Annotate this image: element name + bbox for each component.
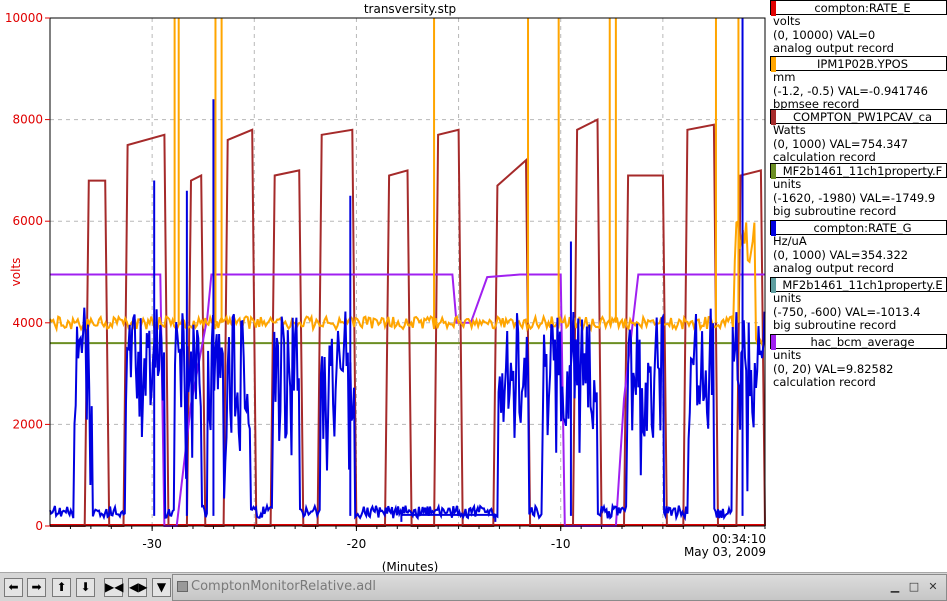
x-tick-label: -30 [142,537,162,551]
rate-g-trace [49,307,766,522]
legend-name-text: compton:RATE_G [813,221,912,235]
legend-name[interactable]: MF2b1461_11ch1property.E [770,277,947,293]
arrow-up-icon: ⬆ [56,580,67,594]
pan-left-button[interactable]: ⬅ [4,578,23,597]
legend-name-text: MF2b1461_11ch1property.F [782,164,943,178]
zoom-out-horizontal-icon: ◀▶ [129,580,148,594]
legend-name-text: COMPTON_PW1PCAV_ca [792,110,933,124]
legend-item-bcm[interactable]: hac_bcm_average units (0, 20) VAL=9.8258… [770,334,947,390]
legend-name[interactable]: compton:RATE_E [770,0,947,16]
y-axis-label: volts [9,258,23,287]
chart-title: transversity.stp [364,2,456,16]
arrow-down-icon: ⬇ [80,580,91,594]
pan-down-button[interactable]: ⬇ [76,578,95,597]
pan-right-button[interactable]: ➡ [27,578,46,597]
legend-range: (0, 1000) VAL=754.347 [773,136,909,151]
arrow-left-icon: ⬅ [8,580,19,594]
legend-swatch [771,164,776,179]
legend-type: analog output record [773,261,894,275]
taskbar-window[interactable]: ComptonMonitorRelative.adl ▁ □ ✕ [172,574,947,601]
legend-range: (0, 10000) VAL=0 [773,27,876,42]
legend-item-pw1pcav[interactable]: COMPTON_PW1PCAV_ca Watts (0, 1000) VAL=7… [770,109,947,165]
legend-type: bpmsee record [773,97,860,111]
plot-background [0,0,766,572]
legend-swatch [771,335,776,350]
legend-units: mm [773,70,796,84]
legend-item-ypos[interactable]: IPM1P02B.YPOS mm (-1.2, -0.5) VAL=-0.941… [770,56,947,112]
y-tick-label: 2000 [12,417,43,431]
legend-name[interactable]: COMPTON_PW1PCAV_ca [770,109,947,125]
legend-item-property-f[interactable]: MF2b1461_11ch1property.F units (-1620, -… [770,163,947,219]
y-ticks: 0 2000 4000 6000 8000 10000 [5,11,50,533]
window-menu-icon[interactable] [177,581,188,592]
legend-swatch [771,221,776,236]
legend-units: Hz/uA [773,234,807,248]
rate-g-plateau [400,513,497,522]
legend-name-text: hac_bcm_average [810,335,915,349]
ypos-trace [49,219,765,348]
legend-type: analog output record [773,41,894,55]
minimize-icon[interactable]: ▁ [890,580,900,593]
y-tick-label: 4000 [12,316,43,330]
legend-name-text: IPM1P02B.YPOS [817,57,908,71]
maximize-icon[interactable]: □ [908,580,920,593]
zoom-vertical-icon: ▼ [156,580,167,594]
y-tick-label: 0 [35,519,43,533]
legend-name[interactable]: IPM1P02B.YPOS [770,56,947,72]
legend-range: (-750, -600) VAL=-1013.4 [773,304,921,319]
legend-units: units [773,177,802,191]
legend-item-rate-g[interactable]: compton:RATE_G Hz/uA (0, 1000) VAL=354.3… [770,220,947,276]
legend-swatch [771,1,776,16]
x-tick-label: -10 [551,537,571,551]
y-tick-label: 10000 [5,11,43,25]
legend-units: units [773,291,802,305]
legend-type: calculation record [773,150,876,164]
legend-swatch [771,110,776,125]
x-ticks: -30 -20 -10 [69,526,766,551]
time-label: 00:34:10 [712,532,766,546]
x-axis-label: (Minutes) [382,560,439,572]
legend-range: (0, 1000) VAL=354.322 [773,247,909,262]
legend-name-text: MF2b1461_11ch1property.E [782,278,943,292]
legend-name[interactable]: MF2b1461_11ch1property.F [770,163,947,179]
date-label: May 03, 2009 [684,545,766,559]
spike-layer [49,18,766,522]
plot-frame [49,17,766,527]
close-icon[interactable]: ✕ [928,580,938,593]
legend-units: units [773,348,802,362]
y-tick-label: 6000 [12,214,43,228]
legend-units: Watts [773,123,806,137]
zoom-out-x-button[interactable]: ◀▶ [128,578,147,597]
stripchart-plot: transversity.stp volts 0 2000 4000 6000 8000… [0,0,766,572]
x-tick-label: -20 [347,537,367,551]
zoom-in-horizontal-icon: ▶◀ [105,580,124,594]
arrow-right-icon: ➡ [31,580,42,594]
legend-panel: compton:RATE_E volts (0, 10000) VAL=0 an… [766,0,947,392]
zoom-in-x-button[interactable]: ▶◀ [104,578,123,597]
legend-units: volts [773,14,801,28]
legend-item-rate-e[interactable]: compton:RATE_E volts (0, 10000) VAL=0 an… [770,0,947,56]
legend-range: (0, 20) VAL=9.82582 [773,361,894,376]
legend-type: calculation record [773,375,876,389]
legend-type: big subroutine record [773,318,897,332]
zoom-y-button[interactable]: ▼ [152,578,171,597]
legend-range: (-1.2, -0.5) VAL=-0.941746 [773,83,928,98]
legend-name-text: compton:RATE_E [814,1,911,15]
legend-item-property-e[interactable]: MF2b1461_11ch1property.E units (-750, -6… [770,277,947,333]
legend-type: big subroutine record [773,204,897,218]
taskbar-window-title: ComptonMonitorRelative.adl [191,579,377,594]
y-tick-label: 8000 [12,113,43,127]
legend-name[interactable]: compton:RATE_G [770,220,947,236]
legend-swatch [771,278,776,293]
taskbar: ⬅ ➡ ⬆ ⬇ ▶◀ ◀▶ ▼ ComptonMonitorRelative.a… [0,572,947,601]
legend-range: (-1620, -1980) VAL=-1749.9 [773,190,936,205]
pan-up-button[interactable]: ⬆ [52,578,71,597]
legend-name[interactable]: hac_bcm_average [770,334,947,350]
legend-swatch [771,57,776,72]
